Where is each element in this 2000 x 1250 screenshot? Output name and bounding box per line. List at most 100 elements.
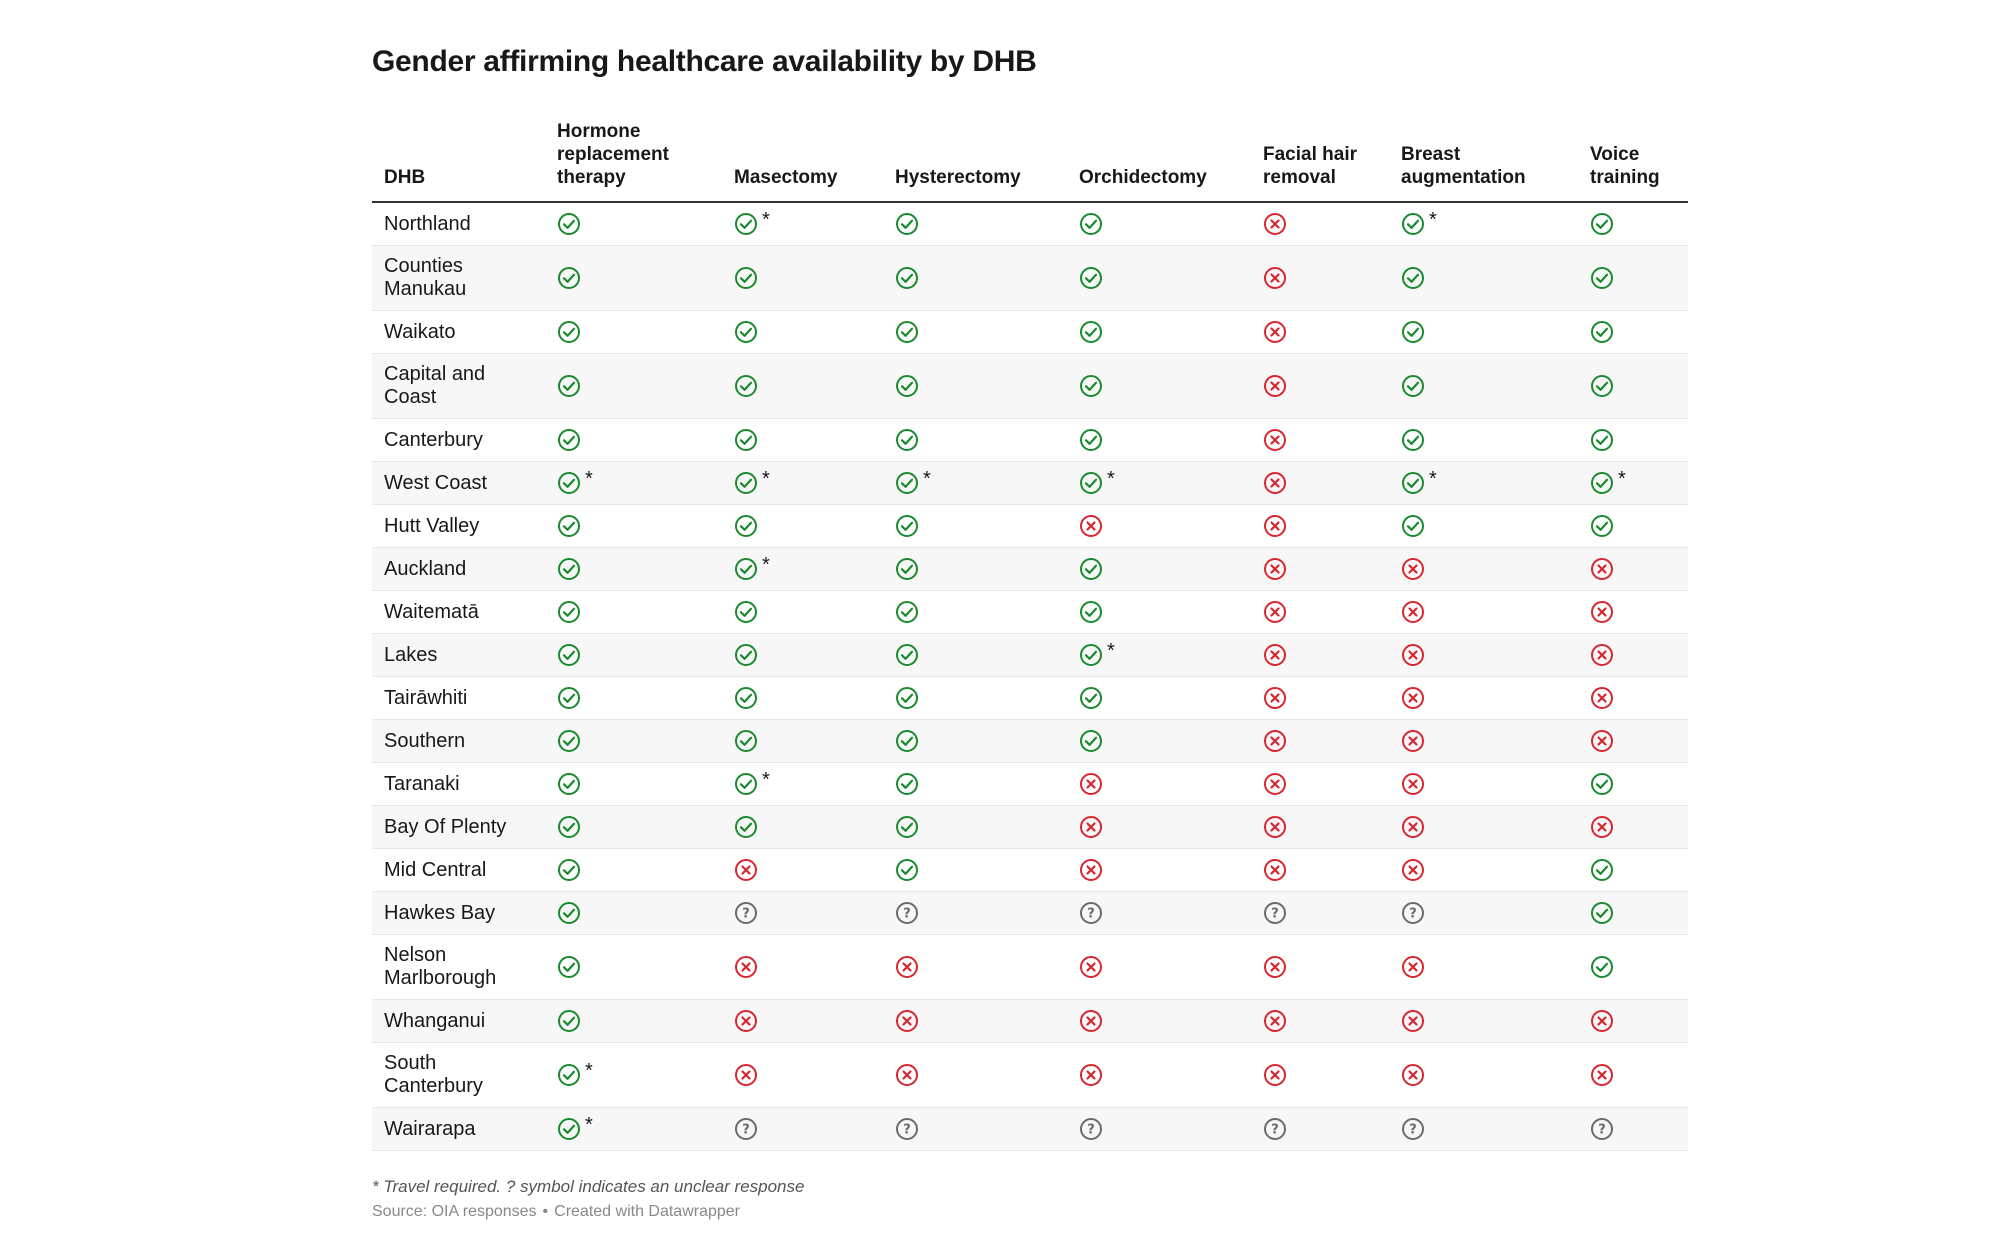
status-cell [1251,547,1389,591]
x-circle-icon [1402,773,1424,795]
check-circle-icon [1402,429,1424,451]
x-circle-icon [1264,515,1286,537]
status-cell: ? [883,891,1067,935]
column-header: Masectomy [722,120,883,203]
dhb-name: Taranaki [372,762,545,806]
x-circle-icon [1264,1010,1286,1032]
check-circle-icon [558,375,580,397]
status-cell [1389,418,1578,462]
status-cell [883,1042,1067,1108]
check-circle-icon [896,816,918,838]
status-cell [1251,245,1389,311]
status-cell: ? [1251,1107,1389,1151]
status-cell [545,633,722,677]
status-cell [1578,504,1688,548]
x-circle-icon [1402,956,1424,978]
check-circle-icon [1080,429,1102,451]
status-cell [1389,934,1578,1000]
status-cell [1389,547,1578,591]
check-circle-icon [558,1064,580,1086]
dhb-name: Bay Of Plenty [372,805,545,849]
check-circle-icon [735,644,757,666]
status-cell [1067,547,1251,591]
status-cell [1389,590,1578,634]
status-cell [1578,934,1688,1000]
availability-table: DHB Hormone replacement therapy Masectomy H… [372,120,1688,1151]
check-circle-icon [735,730,757,752]
svg-text:?: ? [1087,907,1095,922]
status-cell [1251,202,1389,246]
status-cell [883,353,1067,419]
status-cell [1578,202,1688,246]
check-circle-icon [1591,956,1613,978]
status-cell [1067,848,1251,892]
status-cell [1578,310,1688,354]
credit-text: Created with Datawrapper [554,1203,741,1220]
status-cell [545,245,722,311]
status-cell [545,676,722,720]
column-header: DHB [372,120,545,203]
status-cell [1578,719,1688,763]
status-cell: * [545,461,722,505]
question-circle-icon: ? [1591,1118,1613,1140]
question-circle-icon: ? [735,1118,757,1140]
status-cell [1067,504,1251,548]
check-circle-icon [1402,321,1424,343]
check-circle-icon [1591,472,1613,494]
check-circle-icon [558,472,580,494]
check-circle-icon [896,773,918,795]
x-circle-icon [1591,816,1613,838]
status-cell: * [1578,461,1688,505]
check-circle-icon [1402,472,1424,494]
x-circle-icon [1402,859,1424,881]
check-circle-icon [558,902,580,924]
x-circle-icon [1591,1064,1613,1086]
check-circle-icon [896,375,918,397]
dhb-name: Wairarapa [372,1107,545,1151]
x-circle-icon [896,1064,918,1086]
check-circle-icon [558,644,580,666]
status-cell [1251,590,1389,634]
check-circle-icon [896,213,918,235]
x-circle-icon [1264,644,1286,666]
status-cell [1251,461,1389,505]
check-circle-icon [735,213,757,235]
status-cell [1389,633,1578,677]
table-row: Mid Central [372,848,1688,892]
status-cell: ? [1251,891,1389,935]
x-circle-icon [1264,730,1286,752]
status-cell [1251,353,1389,419]
table-row: Counties Manukau [372,245,1688,311]
status-cell [1578,633,1688,677]
status-cell [1067,202,1251,246]
column-header: Hysterectomy [883,120,1067,203]
dhb-name: South Canterbury [372,1042,545,1108]
status-cell [722,934,883,1000]
dhb-name: Mid Central [372,848,545,892]
check-circle-icon [558,1118,580,1140]
status-cell [1578,848,1688,892]
status-cell [883,676,1067,720]
status-cell: * [883,461,1067,505]
status-cell [883,848,1067,892]
check-circle-icon [735,267,757,289]
check-circle-icon [558,687,580,709]
status-cell [1578,547,1688,591]
table-row: Canterbury [372,418,1688,462]
check-circle-icon [1591,515,1613,537]
status-cell [883,633,1067,677]
status-cell [545,504,722,548]
status-cell [1251,934,1389,1000]
status-cell [1251,504,1389,548]
check-circle-icon [896,558,918,580]
column-header: Facial hair removal [1251,120,1389,203]
check-circle-icon [558,213,580,235]
table-row: Hutt Valley [372,504,1688,548]
travel-required-marker: * [762,468,770,490]
status-cell: ? [1578,1107,1688,1151]
check-circle-icon [735,515,757,537]
table-row: Northland * * [372,202,1688,246]
x-circle-icon [1591,644,1613,666]
check-circle-icon [896,515,918,537]
travel-required-marker: * [585,1114,593,1136]
